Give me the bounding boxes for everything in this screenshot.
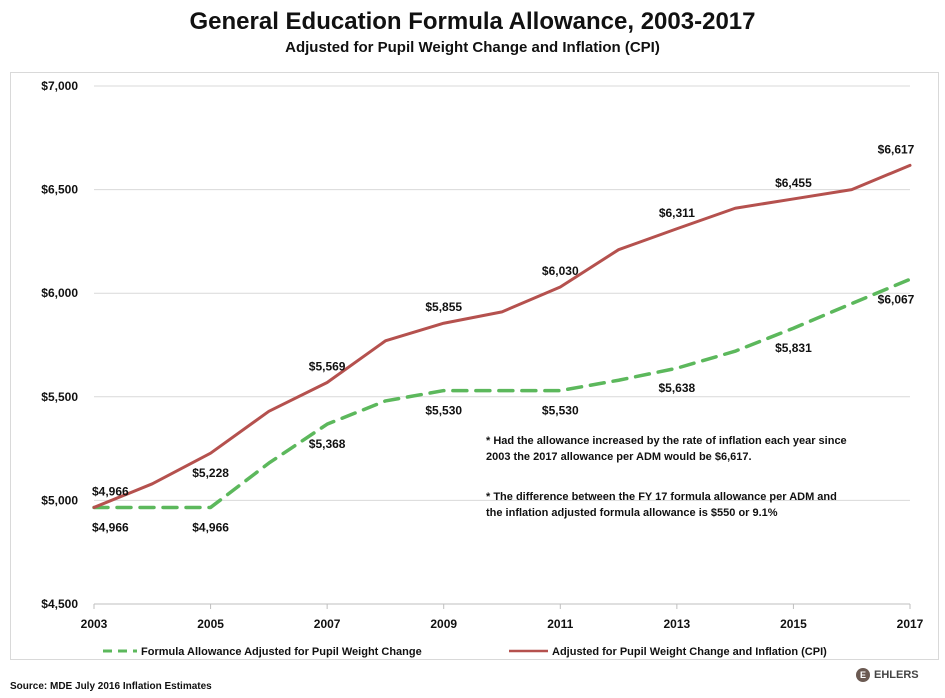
- chart-subtitle: Adjusted for Pupil Weight Change and Inf…: [285, 39, 660, 56]
- y-tick-label: $6,000: [41, 286, 78, 300]
- data-label: $6,067: [878, 292, 915, 306]
- legend-label: Adjusted for Pupil Weight Change and Inf…: [552, 646, 827, 658]
- y-tick-label: $5,500: [41, 390, 78, 404]
- data-label: $5,228: [192, 466, 229, 480]
- data-label: $4,966: [92, 520, 129, 534]
- data-label: $5,530: [542, 404, 579, 418]
- source-note: Source: MDE July 2016 Inflation Estimate…: [10, 681, 212, 692]
- data-label: $4,966: [92, 484, 129, 498]
- data-label: $5,855: [425, 300, 462, 314]
- annotation-line-1: * Had the allowance increased by the rat…: [486, 435, 847, 447]
- x-tick-label: 2003: [81, 617, 108, 631]
- x-tick-label: 2009: [430, 617, 457, 631]
- ehlers-logo: E EHLERS: [856, 668, 919, 682]
- x-tick-label: 2013: [664, 617, 691, 631]
- y-tick-label: $6,500: [41, 183, 78, 197]
- x-tick-label: 2011: [547, 617, 573, 631]
- x-tick-label: 2017: [897, 617, 924, 631]
- data-label: $5,368: [309, 437, 346, 451]
- y-tick-label: $4,500: [41, 597, 78, 611]
- data-label: $6,311: [659, 206, 695, 220]
- ehlers-logo-icon: E: [856, 668, 870, 682]
- data-label: $5,831: [775, 341, 812, 355]
- chart-frame: [10, 72, 939, 660]
- annotation-line-2: 2003 the 2017 allowance per ADM would be…: [486, 451, 752, 463]
- data-label: $5,569: [309, 360, 346, 374]
- data-label: $4,966: [192, 520, 229, 534]
- data-label: $6,455: [775, 176, 812, 190]
- y-tick-label: $5,000: [41, 493, 78, 507]
- annotation-line-3: * The difference between the FY 17 formu…: [486, 491, 837, 503]
- annotation-line-4: the inflation adjusted formula allowance…: [486, 507, 778, 519]
- series-line-formula-allowance: [92, 277, 912, 510]
- data-label: $5,638: [659, 381, 696, 395]
- ehlers-logo-text: EHLERS: [874, 669, 919, 681]
- data-label: $5,530: [425, 404, 462, 418]
- data-label: $6,617: [878, 142, 915, 156]
- legend-label: Formula Allowance Adjusted for Pupil Wei…: [141, 646, 422, 658]
- data-label: $6,030: [542, 264, 579, 278]
- x-tick-label: 2005: [197, 617, 224, 631]
- y-tick-label: $7,000: [41, 79, 78, 93]
- x-tick-label: 2007: [314, 617, 341, 631]
- x-tick-label: 2015: [780, 617, 807, 631]
- series-line-inflation-adjusted: [92, 163, 912, 509]
- chart-title: General Education Formula Allowance, 200…: [189, 8, 756, 35]
